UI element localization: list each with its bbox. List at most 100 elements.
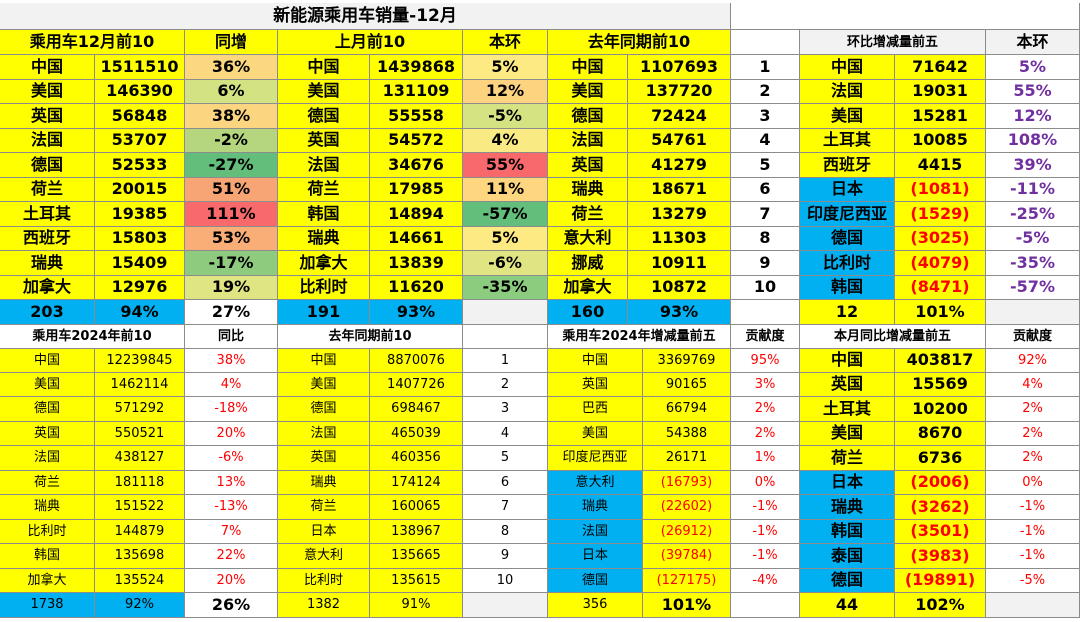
mom-cell: 5% xyxy=(463,55,548,80)
mom-pct-cell: -25% xyxy=(986,202,1080,227)
country-cell: 德国 xyxy=(0,397,95,422)
yoy-cell: 20% xyxy=(185,568,278,593)
delta-cell: (39784) xyxy=(643,544,731,569)
delta-cell: 4415 xyxy=(895,153,986,178)
country-cell: 韩国 xyxy=(278,202,370,227)
total-cell: 92% xyxy=(95,593,185,618)
country-cell: 加拿大 xyxy=(0,568,95,593)
yoy-cell: 53% xyxy=(185,226,278,251)
header-2024-delta-top5: 乘用车2024年增减量前五 xyxy=(548,324,731,349)
sales-cell: 131109 xyxy=(370,79,463,104)
rank-cell: 10 xyxy=(731,275,800,300)
mom-cell: -5% xyxy=(463,104,548,129)
contribution-cell: 1% xyxy=(731,446,800,471)
yoy-cell: 19% xyxy=(185,275,278,300)
rank-cell: 9 xyxy=(463,544,548,569)
sales-cell: 13839 xyxy=(370,251,463,276)
sales-cell: 10911 xyxy=(628,251,731,276)
delta-cell: 15569 xyxy=(895,372,986,397)
contribution-cell: 2% xyxy=(986,421,1080,446)
yoy-cell: 7% xyxy=(185,519,278,544)
mom-cell: 11% xyxy=(463,177,548,202)
rank-cell: 3 xyxy=(731,104,800,129)
sales-cell: 465039 xyxy=(370,421,463,446)
rank-cell: 4 xyxy=(463,421,548,446)
delta-cell: (2006) xyxy=(895,470,986,495)
mom-pct-cell: -57% xyxy=(986,275,1080,300)
country-cell: 法国 xyxy=(0,446,95,471)
total-cell: 160 xyxy=(548,300,628,325)
country-cell: 瑞典 xyxy=(0,495,95,520)
country-cell: 英国 xyxy=(548,153,628,178)
total-blank xyxy=(463,300,548,325)
sales-cell: 550521 xyxy=(95,421,185,446)
country-cell: 加拿大 xyxy=(0,275,95,300)
delta-cell: (22602) xyxy=(643,495,731,520)
sales-cell: 54572 xyxy=(370,128,463,153)
sales-cell: 12976 xyxy=(95,275,185,300)
rank-cell: 3 xyxy=(463,397,548,422)
yoy-cell: 51% xyxy=(185,177,278,202)
sales-cell: 56848 xyxy=(95,104,185,129)
country-cell: 意大利 xyxy=(278,544,370,569)
contribution-cell: 92% xyxy=(986,348,1080,373)
total-blank xyxy=(731,593,800,618)
delta-cell: (16793) xyxy=(643,470,731,495)
total-blank xyxy=(986,300,1080,325)
sales-cell: 14661 xyxy=(370,226,463,251)
sales-cell: 72424 xyxy=(628,104,731,129)
country-cell: 美国 xyxy=(548,79,628,104)
country-cell: 西班牙 xyxy=(0,226,95,251)
total-cell: 1382 xyxy=(278,593,370,618)
country-cell: 挪威 xyxy=(548,251,628,276)
sales-cell: 137720 xyxy=(628,79,731,104)
sales-cell: 15409 xyxy=(95,251,185,276)
delta-cell: (127175) xyxy=(643,568,731,593)
delta-cell: 54388 xyxy=(643,421,731,446)
delta-cell: (1529) xyxy=(895,202,986,227)
yoy-cell: 13% xyxy=(185,470,278,495)
mom-cell: -35% xyxy=(463,275,548,300)
country-cell: 加拿大 xyxy=(548,275,628,300)
delta-cell: (4079) xyxy=(895,251,986,276)
country-cell: 日本 xyxy=(548,544,643,569)
sales-cell: 135698 xyxy=(95,544,185,569)
header-2024-yoy: 同比 xyxy=(185,324,278,349)
rank-cell: 7 xyxy=(463,495,548,520)
country-cell: 美国 xyxy=(800,104,895,129)
delta-cell: (8471) xyxy=(895,275,986,300)
sales-cell: 135524 xyxy=(95,568,185,593)
contribution-cell: -1% xyxy=(731,495,800,520)
country-cell: 德国 xyxy=(548,104,628,129)
sales-cell: 144879 xyxy=(95,519,185,544)
mom-pct-cell: -11% xyxy=(986,177,1080,202)
country-cell: 瑞典 xyxy=(548,495,643,520)
header-last-year-top10: 去年同期前10 xyxy=(548,30,731,55)
country-cell: 法国 xyxy=(548,519,643,544)
country-cell: 印度尼西亚 xyxy=(548,446,643,471)
header-mom-top5: 环比增减量前五 xyxy=(800,30,986,55)
yoy-cell: 4% xyxy=(185,372,278,397)
country-cell: 美国 xyxy=(278,79,370,104)
header-blank xyxy=(463,324,548,349)
contribution-cell: -1% xyxy=(731,544,800,569)
delta-cell: (3025) xyxy=(895,226,986,251)
header-blank xyxy=(731,30,800,55)
delta-cell: (19891) xyxy=(895,568,986,593)
sales-cell: 1407726 xyxy=(370,372,463,397)
mom-cell: 12% xyxy=(463,79,548,104)
country-cell: 中国 xyxy=(800,55,895,80)
yoy-cell: 36% xyxy=(185,55,278,80)
sales-cell: 1439868 xyxy=(370,55,463,80)
country-cell: 德国 xyxy=(800,226,895,251)
total-cell: 191 xyxy=(278,300,370,325)
yoy-cell: 20% xyxy=(185,421,278,446)
country-cell: 日本 xyxy=(278,519,370,544)
mom-cell: 5% xyxy=(463,226,548,251)
delta-cell: (3983) xyxy=(895,544,986,569)
rank-cell: 2 xyxy=(463,372,548,397)
country-cell: 加拿大 xyxy=(278,251,370,276)
contribution-cell: 2% xyxy=(986,397,1080,422)
sales-cell: 138967 xyxy=(370,519,463,544)
